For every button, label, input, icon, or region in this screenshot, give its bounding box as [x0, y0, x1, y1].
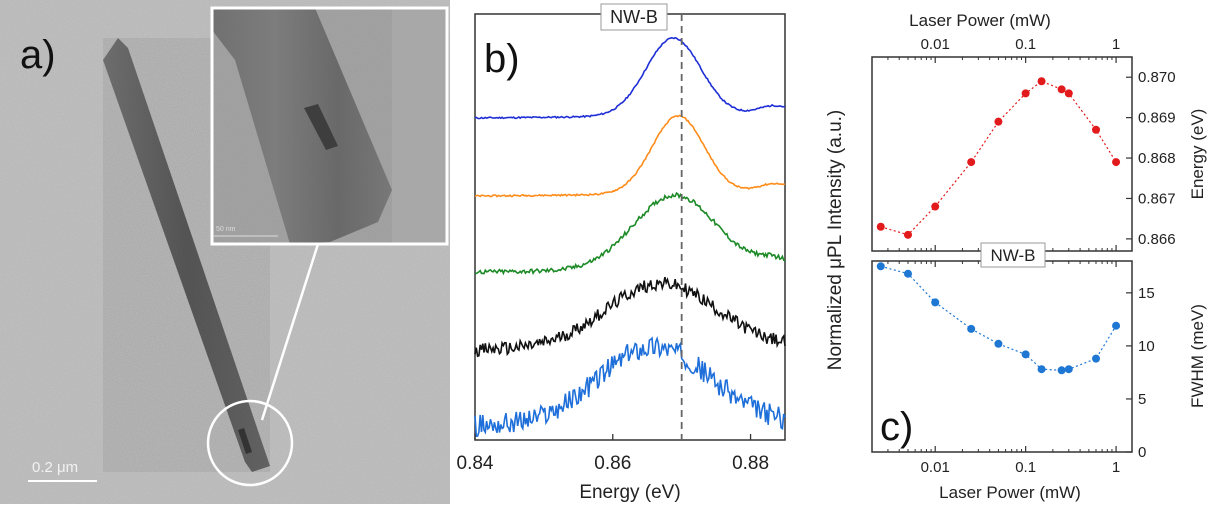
- data-point: [931, 202, 940, 211]
- sample-label-box: [600, 3, 668, 31]
- x-tick-label: 0.01: [921, 36, 950, 53]
- data-point: [1092, 354, 1101, 363]
- data-point: [903, 269, 912, 278]
- data-point: [967, 158, 976, 167]
- tem-image: 50 nm 0.2 μm a): [0, 0, 450, 504]
- y-tick-label: 0.866: [1138, 231, 1176, 248]
- data-point: [1064, 89, 1073, 98]
- x-tick-label: 0.1: [1015, 36, 1036, 53]
- data-point: [903, 230, 912, 239]
- data-point: [876, 262, 885, 271]
- y-tick-label: 5: [1138, 391, 1146, 408]
- data-point: [1112, 321, 1121, 330]
- pl-spectrum-trace-5: [474, 335, 786, 438]
- series-line: [880, 265, 1117, 371]
- scale-bar-label: 0.2 μm: [32, 459, 78, 476]
- x-tick-label: 1: [1112, 36, 1120, 53]
- panel-c-label: c): [880, 405, 913, 449]
- sample-label-c: NW-B: [990, 246, 1035, 265]
- sample-label: NW-B: [610, 7, 658, 27]
- pl-spectra-panel: 0.84 0.86 0.88 NW-B b) Energy (eV): [450, 0, 810, 504]
- data-point: [994, 339, 1003, 348]
- zoom-circle: [206, 399, 294, 487]
- data-point: [1037, 77, 1046, 86]
- pl-x-tick-label: 0.84: [457, 453, 494, 474]
- power-dependence-chart: Normalized μPL Intensity (a.u.) Laser Po…: [825, 11, 1207, 502]
- zoom-connector: [260, 243, 320, 421]
- energy-plot-frame: [871, 56, 1133, 252]
- data-point: [931, 298, 940, 307]
- intensity-axis-label: Normalized μPL Intensity (a.u.): [825, 110, 846, 371]
- data-point: [1021, 89, 1030, 98]
- pl-x-tick-label: 0.88: [732, 453, 769, 474]
- top-x-axis-label: Laser Power (mW): [909, 11, 1051, 30]
- sample-label-box-c: [980, 242, 1046, 268]
- pl-x-axis-label: Energy (eV): [579, 482, 680, 503]
- data-point: [1057, 85, 1066, 94]
- fwhm-axis-label: FWHM (meV): [1188, 304, 1207, 408]
- data-point: [876, 222, 885, 231]
- y-tick-label: 0.869: [1138, 110, 1176, 127]
- data-point: [1064, 365, 1073, 374]
- x-tick-label: 0.01: [921, 459, 950, 476]
- energy-axis-label: Energy (eV): [1188, 109, 1207, 200]
- y-tick-label: 0.868: [1138, 150, 1176, 167]
- series-line: [880, 80, 1117, 236]
- data-point: [1112, 158, 1121, 167]
- quantum-dot-inset: [304, 104, 338, 150]
- panel-b-label: b): [484, 37, 520, 81]
- data-point: [1021, 350, 1030, 359]
- data-point: [1092, 125, 1101, 134]
- y-tick-label: 10: [1138, 338, 1155, 355]
- x-tick-label: 0.1: [1015, 459, 1036, 476]
- y-tick-label: 0: [1138, 444, 1146, 461]
- tem-image-panel: 50 nm 0.2 μm a): [0, 0, 450, 504]
- power-dependence-panel: Normalized μPL Intensity (a.u.) Laser Po…: [815, 0, 1218, 504]
- data-point: [994, 117, 1003, 126]
- data-point: [1037, 365, 1046, 374]
- inset-scale-bar-label: 50 nm: [216, 226, 236, 233]
- pl-spectrum-trace-1: [474, 36, 786, 120]
- y-tick-label: 0.870: [1138, 69, 1176, 86]
- data-point: [967, 324, 976, 333]
- bottom-x-axis-label: Laser Power (mW): [939, 483, 1081, 502]
- pl-spectrum-trace-4: [474, 276, 786, 358]
- panel-a-label: a): [20, 33, 56, 77]
- y-tick-label: 0.867: [1138, 190, 1176, 207]
- x-tick-label: 1: [1112, 459, 1120, 476]
- data-point: [1057, 366, 1066, 375]
- y-tick-label: 15: [1138, 285, 1155, 302]
- pl-x-tick-label: 0.86: [594, 453, 631, 474]
- pl-spectra-chart: 0.84 0.86 0.88 NW-B b) Energy (eV): [457, 3, 786, 503]
- pl-spectrum-trace-2: [475, 114, 786, 198]
- pl-spectrum-trace-3: [474, 191, 786, 276]
